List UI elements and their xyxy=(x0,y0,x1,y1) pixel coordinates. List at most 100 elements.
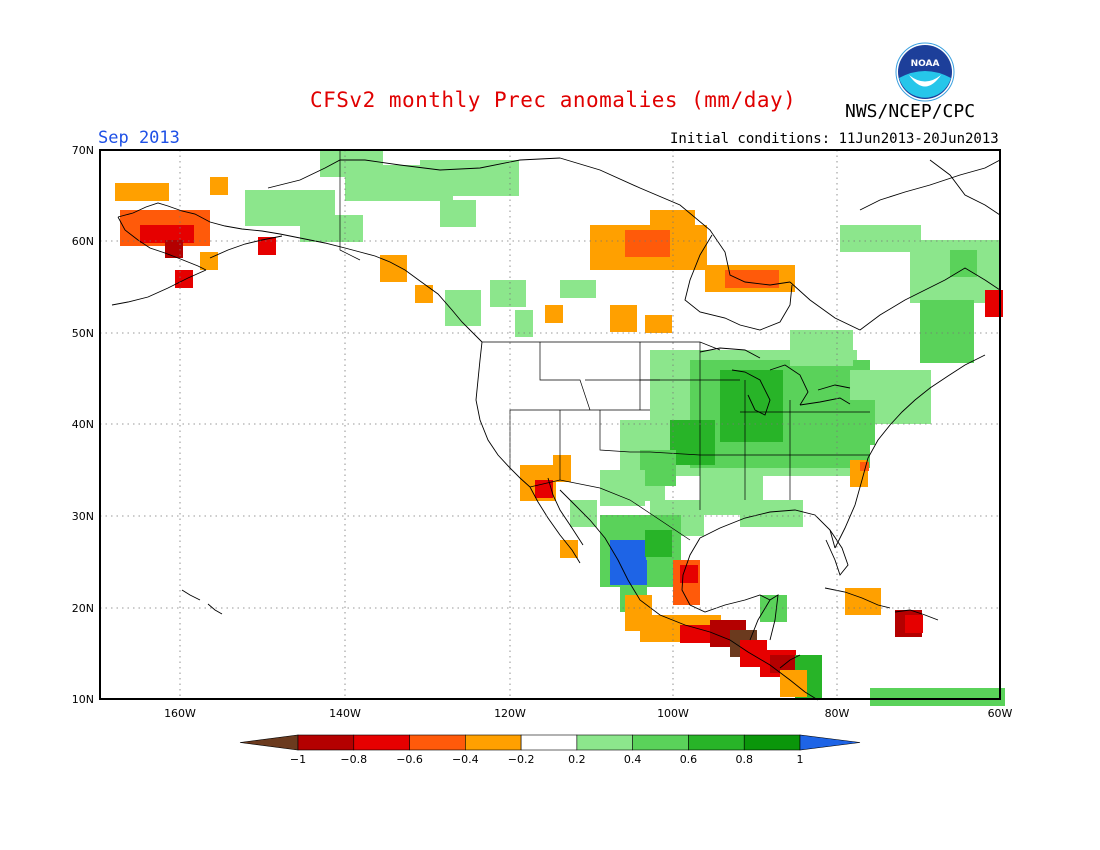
anomaly-cell xyxy=(320,168,329,177)
anomaly-cell xyxy=(200,252,209,261)
anomaly-cell xyxy=(955,294,964,303)
anomaly-cell xyxy=(747,424,756,433)
anomaly-cell xyxy=(708,369,717,378)
anomaly-cell xyxy=(629,420,638,429)
anomaly-cell xyxy=(634,613,643,622)
anomaly-cell xyxy=(272,208,281,217)
anomaly-cell xyxy=(761,279,770,288)
anomaly-cell xyxy=(779,655,788,664)
anomaly-cell xyxy=(756,379,765,388)
anomaly-cell xyxy=(637,540,646,549)
anomaly-cell xyxy=(158,225,167,234)
anomaly-cell xyxy=(663,524,672,533)
anomaly-cell xyxy=(210,186,219,195)
anomaly-cell xyxy=(686,500,695,509)
anomaly-cell xyxy=(913,610,922,619)
anomaly-cell xyxy=(636,533,645,542)
anomaly-cell xyxy=(682,587,691,596)
anomaly-cell xyxy=(780,450,789,459)
anomaly-cell xyxy=(816,441,825,450)
initial-conditions-label: Initial conditions: 11Jun2013-20Jun2013 xyxy=(670,131,999,147)
anomaly-cell xyxy=(129,219,138,228)
anomaly-cell xyxy=(807,369,816,378)
anomaly-cell xyxy=(996,697,1005,706)
anomaly-cell xyxy=(629,438,638,447)
anomaly-cell xyxy=(308,190,317,199)
anomaly-cell xyxy=(272,190,281,199)
anomaly-cell xyxy=(928,267,937,276)
anomaly-cell xyxy=(372,192,381,201)
map-frame xyxy=(99,149,1001,700)
anomaly-cell xyxy=(474,169,483,178)
colorbar-segment xyxy=(743,734,801,751)
anomaly-cell xyxy=(686,467,695,476)
anomaly-cell xyxy=(165,249,174,258)
anomaly-cell xyxy=(590,261,599,270)
anomaly-cell xyxy=(973,240,982,249)
anomaly-cell xyxy=(786,265,795,274)
anomaly-cell xyxy=(845,606,854,615)
anomaly-cell xyxy=(175,279,184,288)
anomaly-cell xyxy=(765,424,774,433)
anomaly-cell xyxy=(617,243,626,252)
anomaly-cell xyxy=(538,474,547,483)
anomaly-cell xyxy=(656,438,665,447)
anomaly-cell xyxy=(787,650,796,659)
anomaly-cell xyxy=(830,427,839,436)
anomaly-cell xyxy=(661,248,670,257)
anomaly-cell xyxy=(794,518,803,527)
anomaly-cell xyxy=(281,190,290,199)
anomaly-cell xyxy=(794,467,803,476)
anomaly-cell xyxy=(690,369,699,378)
anomaly-cell xyxy=(778,650,787,659)
anomaly-cell xyxy=(804,673,813,682)
anomaly-cell xyxy=(299,208,308,217)
anomaly-cell xyxy=(729,433,738,442)
month-label: Sep 2013 xyxy=(98,128,180,148)
anomaly-cell xyxy=(474,187,483,196)
anomaly-cell xyxy=(643,595,652,604)
anomaly-cell xyxy=(844,339,853,348)
anomaly-cell xyxy=(904,415,913,424)
anomaly-cell xyxy=(744,450,753,459)
anomaly-cell xyxy=(327,215,336,224)
anomaly-cell xyxy=(609,533,618,542)
anomaly-cell xyxy=(956,309,965,318)
anomaly-cell xyxy=(717,441,726,450)
anomaly-cell xyxy=(638,438,647,447)
anomaly-cell xyxy=(680,261,689,270)
anomaly-cell xyxy=(947,318,956,327)
anomaly-cell xyxy=(668,413,677,422)
anomaly-cell xyxy=(938,354,947,363)
anomaly-cell xyxy=(524,319,533,328)
anomaly-cell xyxy=(718,497,727,506)
anomaly-cell xyxy=(649,468,658,477)
anomaly-cell xyxy=(645,560,654,569)
anomaly-cell xyxy=(985,299,994,308)
anomaly-cell xyxy=(807,396,816,405)
anomaly-cell xyxy=(609,524,618,533)
anomaly-cell xyxy=(720,424,729,433)
anomaly-cell xyxy=(734,270,743,279)
anomaly-cell xyxy=(697,420,706,429)
anomaly-cell xyxy=(776,500,785,509)
anomaly-cell xyxy=(200,261,209,270)
anomaly-cell xyxy=(813,673,822,682)
anomaly-cell xyxy=(928,240,937,249)
anomaly-cell xyxy=(749,649,758,658)
anomaly-cell xyxy=(861,441,870,450)
anomaly-cell xyxy=(363,165,372,174)
anomaly-cell xyxy=(956,318,965,327)
anomaly-cell xyxy=(662,225,671,234)
anomaly-cell xyxy=(490,280,499,289)
anomaly-cell xyxy=(501,169,510,178)
anomaly-cell xyxy=(863,597,872,606)
anomaly-cell xyxy=(120,219,129,228)
anomaly-cell xyxy=(440,200,449,209)
anomaly-cell xyxy=(937,249,946,258)
anomaly-cell xyxy=(686,527,695,536)
anomaly-cell xyxy=(700,470,709,479)
anomaly-cell xyxy=(174,240,183,249)
anomaly-cell xyxy=(937,294,946,303)
anomaly-cell xyxy=(645,548,654,557)
